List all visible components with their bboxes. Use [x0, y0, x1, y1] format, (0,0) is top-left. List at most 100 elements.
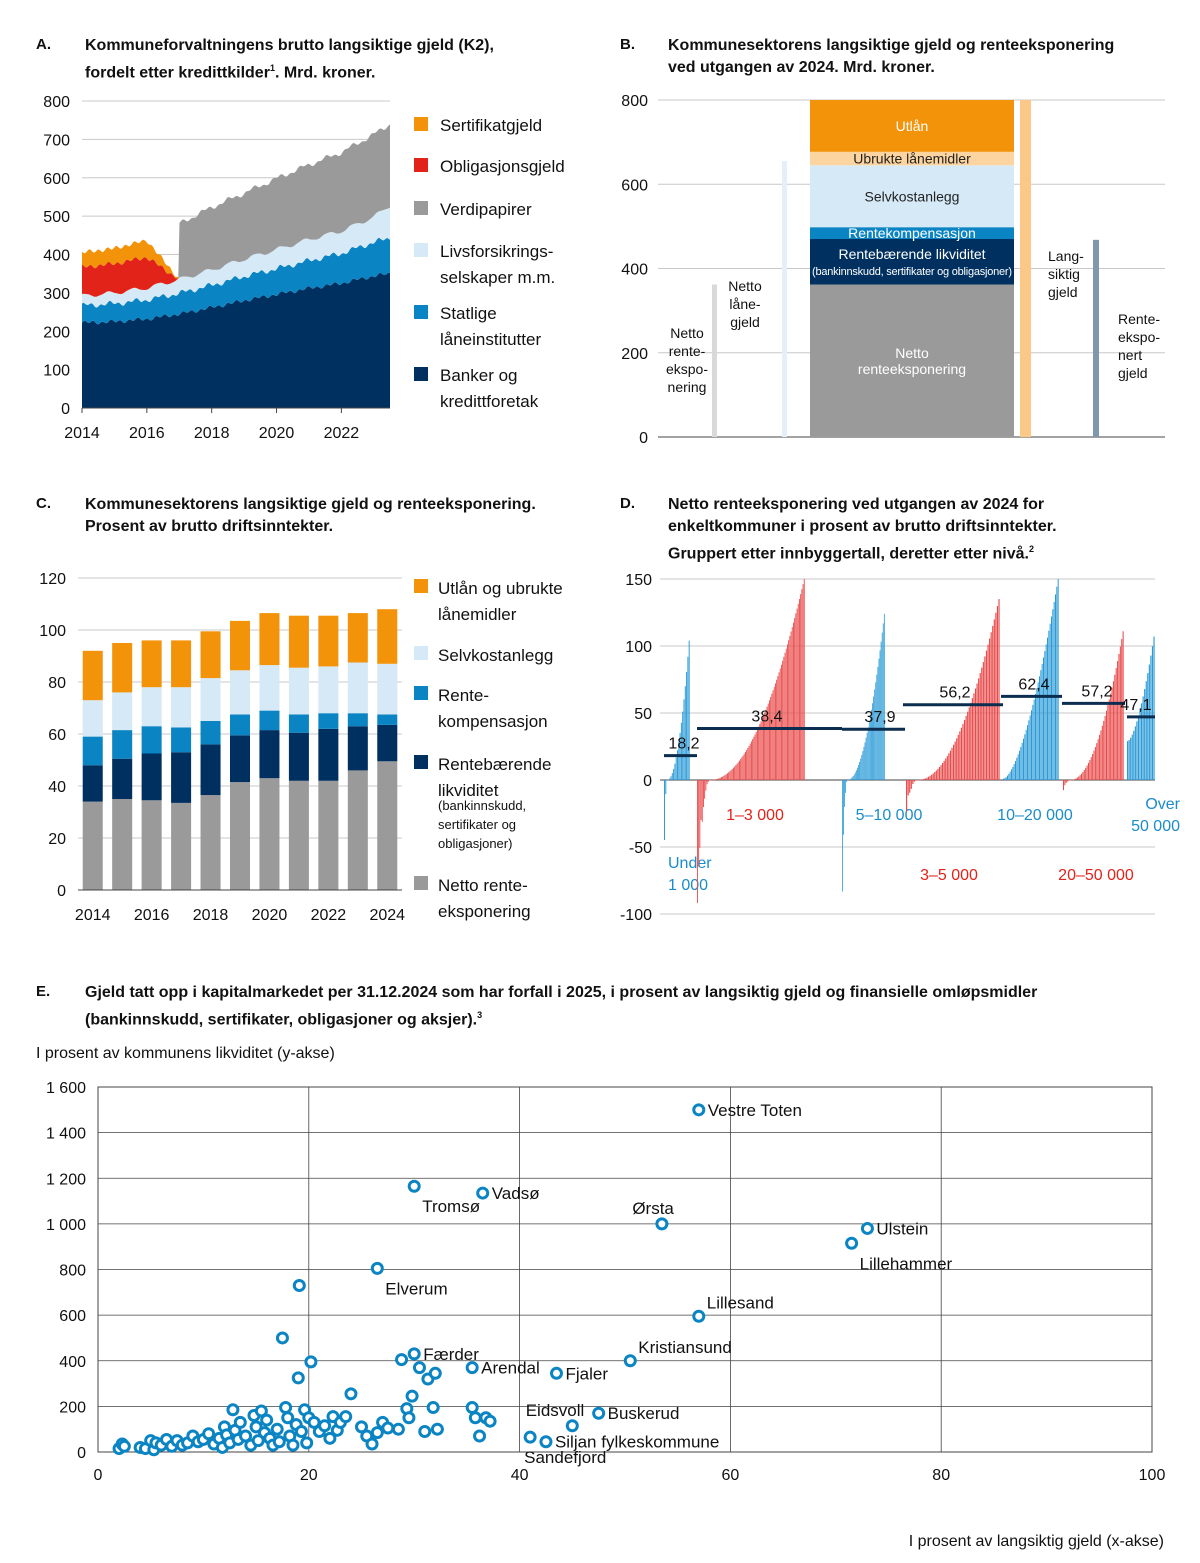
chart-b-segment-label: (bankinnskudd, sertifikater og obligasjo… — [812, 266, 1012, 278]
chart-d-bar — [929, 775, 931, 780]
chart-b-thin-bar-label: siktig — [1048, 266, 1080, 282]
chart-b-bar-segment — [810, 100, 1014, 152]
chart-d-bar — [918, 779, 920, 781]
chart-e-x-tick: 100 — [1139, 1467, 1166, 1484]
chart-d-bar — [1130, 737, 1132, 780]
chart-d-bar — [931, 774, 933, 780]
chart-e-point-label: Buskerud — [608, 1404, 680, 1423]
chart-d-bar — [745, 751, 746, 780]
chart-d-bar — [1051, 616, 1052, 780]
chart-c-bar-segment — [229, 670, 251, 715]
chart-e-point — [307, 1415, 321, 1429]
panel-a-title-line2: fordelt etter kredittkilder1. Mrd. krone… — [85, 57, 494, 84]
chart-d-bar — [1055, 594, 1056, 780]
chart-c-x-tick: 2016 — [134, 907, 170, 924]
chart-a-legend-swatch — [414, 305, 428, 319]
chart-b-segment-label: Ubrukte lånemidler — [853, 151, 971, 167]
chart-d-bar — [1075, 778, 1077, 780]
chart-d-bar — [1144, 689, 1146, 780]
chart-d-bar — [1115, 667, 1117, 780]
chart-e-point-label: Ulstein — [876, 1219, 928, 1238]
chart-e-point — [395, 1353, 409, 1367]
chart-d-bar — [1081, 773, 1083, 780]
chart-d-bar — [995, 612, 997, 780]
panel-b-letter: B. — [620, 36, 635, 53]
chart-d-bar — [852, 776, 854, 780]
chart-c-bar-segment — [259, 778, 280, 890]
chart-c-bar-segment — [377, 724, 398, 762]
chart-b-y-tick: 0 — [639, 430, 648, 447]
chart-c-bar-segment — [318, 728, 339, 781]
chart-d-mean-label: 62,4 — [1018, 676, 1049, 693]
panel-e-title-line2: (bankinnskudd, sertifikater, obligasjone… — [85, 1004, 1037, 1031]
chart-d-bar — [945, 758, 947, 780]
chart-d-bar — [1085, 767, 1087, 780]
chart-d-bar — [1122, 631, 1124, 780]
chart-d-bar — [789, 635, 791, 780]
chart-d-bar — [1107, 705, 1109, 780]
chart-e-point — [300, 1436, 314, 1450]
chart-c-bar-segment — [200, 744, 221, 796]
chart-d-bar — [775, 683, 776, 780]
chart-d-bar — [1087, 762, 1089, 780]
chart-e-point — [272, 1435, 286, 1449]
chart-c-bar-segment — [318, 615, 339, 667]
chart-a-x-tick: 2022 — [324, 425, 360, 442]
chart-c-bar-segment — [141, 726, 162, 754]
chart-d-bar — [1069, 780, 1071, 781]
chart-d-bar — [717, 778, 719, 780]
chart-d-bar — [864, 742, 866, 780]
chart-b: 0200400600800NettorenteeksponeringRenteb… — [621, 93, 1165, 447]
chart-c-bar-segment — [288, 667, 309, 715]
chart-c-bar-segment — [229, 714, 251, 736]
chart-c-y-tick: 80 — [48, 675, 66, 692]
chart-e-point-label: Vestre Toten — [708, 1101, 802, 1120]
chart-d-bar — [843, 780, 844, 835]
chart-e-point — [370, 1426, 384, 1440]
panel-c-title-line2: Prosent av brutto driftsinntekter. — [85, 518, 334, 535]
chart-e-point-label: Eidsvoll — [526, 1401, 585, 1420]
chart-e-x-tick: 0 — [94, 1467, 103, 1484]
chart-c-bar-segment — [112, 643, 133, 693]
chart-d-bar — [1052, 609, 1054, 780]
chart-c-bar-segment — [141, 640, 162, 688]
chart-d-bar — [1127, 741, 1129, 780]
chart-a: 0 100 200 300 400 500 600 700 800 2014 2016 2018 202… — [43, 94, 564, 442]
chart-d-group: 18,2 Under 1 000 — [664, 640, 712, 894]
chart-e-point — [270, 1422, 284, 1436]
chart-d-bar — [1023, 738, 1024, 780]
chart-d-bar — [706, 780, 708, 785]
chart-d-bar — [682, 711, 684, 780]
chart-d-bar — [907, 780, 909, 796]
chart-d-bar — [909, 780, 911, 793]
chart-c-y-tick: 100 — [39, 623, 66, 640]
chart-b-thin-bar — [1093, 239, 1099, 437]
panel-b-title: Kommunesektorens langsiktige gjeld og re… — [668, 35, 1114, 79]
chart-d-bar — [982, 662, 984, 780]
chart-e-point — [405, 1389, 419, 1403]
chart-d-bar — [1008, 773, 1010, 780]
panel-d-footnote: 2 — [1028, 544, 1034, 554]
chart-a-area-verdipapirer — [82, 124, 390, 297]
chart-e-y-tick: 400 — [59, 1354, 86, 1371]
chart-d: -100 -50 0 50 100 150 18,2 Under 1 000 38,4 1–3 00… — [620, 572, 1181, 924]
chart-d-bar — [751, 741, 752, 780]
chart-e-x-tick: 40 — [511, 1467, 529, 1484]
chart-e-point-label: Tromsø — [422, 1197, 480, 1216]
chart-d-bar — [865, 737, 867, 780]
chart-d-bar — [767, 703, 769, 780]
chart-e-point — [845, 1236, 859, 1250]
chart-e-point — [370, 1261, 384, 1275]
chart-e-point — [623, 1354, 637, 1368]
chart-c-bar-segment — [200, 631, 221, 679]
chart-c-bar-segment — [82, 765, 103, 802]
chart-d-bar — [1011, 769, 1012, 780]
chart-d-bar — [1004, 778, 1006, 780]
chart-d-bar — [1029, 715, 1031, 780]
chart-d-y-tick: -50 — [629, 840, 652, 857]
chart-a-y-tick: 800 — [43, 94, 70, 111]
chart-d-bar — [704, 780, 706, 799]
chart-a-area-obligasjonsgjeld — [82, 124, 390, 297]
chart-d-bar — [698, 780, 700, 867]
